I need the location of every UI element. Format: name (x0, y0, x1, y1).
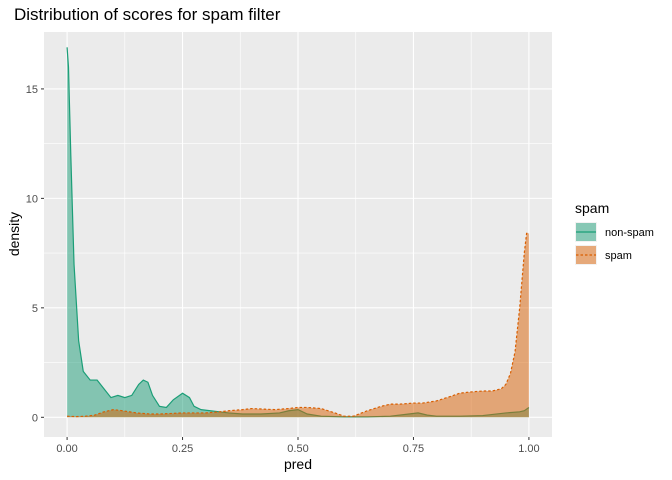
legend-entries: non-spam spam (575, 222, 654, 265)
density-line-spam (67, 232, 529, 418)
x-tick-label: 0.75 (403, 443, 424, 455)
x-tick-label: 0.00 (56, 443, 77, 455)
legend: spam non-spam spam (575, 200, 654, 265)
y-axis: 0 5 10 15 (26, 84, 44, 424)
x-axis: 0.00 0.25 0.50 0.75 1.00 (56, 437, 540, 455)
y-tick-label: 15 (26, 84, 38, 96)
y-tick-label: 10 (26, 193, 38, 205)
x-tick-label: 0.50 (287, 443, 308, 455)
legend-label-non-spam: non-spam (605, 227, 654, 239)
y-axis-title: density (6, 212, 22, 256)
y-tick-label: 0 (32, 412, 38, 424)
y-tick-label: 5 (32, 303, 38, 315)
x-axis-title: pred (284, 456, 312, 472)
series-layer (66, 47, 530, 418)
legend-label-spam: spam (605, 250, 632, 262)
x-tick-label: 0.25 (172, 443, 193, 455)
density-area-spam (67, 233, 529, 418)
chart-title: Distribution of scores for spam filter (14, 5, 281, 24)
legend-title: spam (575, 200, 609, 216)
x-tick-label: 1.00 (518, 443, 539, 455)
